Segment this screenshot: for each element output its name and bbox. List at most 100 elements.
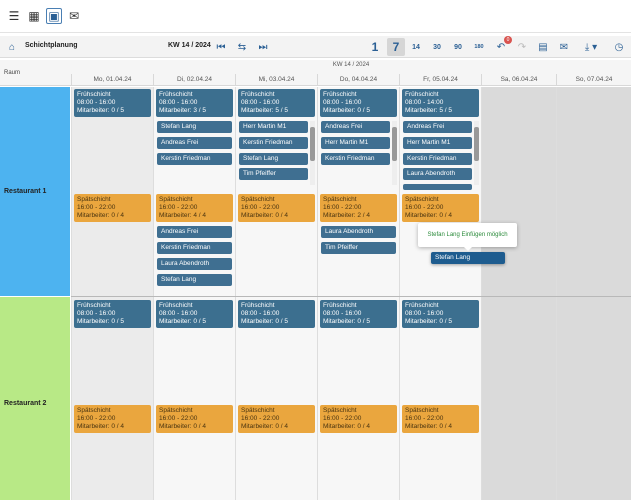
day-header: So, 07.04.24 [556,74,631,86]
day-header: Mo, 01.04.24 [71,74,153,86]
employee-chip[interactable]: Herr Martin M1 [403,137,472,149]
calendar-week-icon[interactable]: ▣ [46,8,62,24]
employee-chip[interactable]: Stefan Lang [239,153,308,165]
shift-title: Spätschicht [241,196,275,203]
employee-chip[interactable]: Kerstin Friedman [157,242,232,254]
calendar-grid-icon[interactable]: ▦ [28,9,40,23]
late-shift-card[interactable]: Spätschicht 16:00 - 22:00 Mitarbeiter: 2… [320,194,397,222]
shift-time: 16:00 - 22:00 [323,415,362,422]
shift-title: Frühschicht [405,91,439,98]
shift-time: 16:00 - 22:00 [77,415,116,422]
shift-time: 16:00 - 22:00 [405,415,444,422]
home-icon[interactable]: ⌂ [8,41,16,53]
employee-chip[interactable]: Laura Abendroth [321,226,396,238]
shift-title: Spätschicht [323,196,357,203]
employee-chip[interactable]: Kerstin Friedman [239,137,308,149]
late-shift-card[interactable]: Spätschicht 16:00 - 22:00 Mitarbeiter: 0… [238,405,315,433]
mail-icon[interactable]: ✉ [68,9,80,23]
late-shift-card[interactable]: Spätschicht 16:00 - 22:00 Mitarbeiter: 0… [74,194,151,222]
mail-send-icon[interactable]: ✉ [559,41,569,53]
employee-chip[interactable]: Andreas Frei [403,121,472,133]
employee-chip[interactable]: Andreas Frei [321,121,390,133]
zoom-180-button[interactable]: 180 [474,44,484,50]
employee-chip[interactable]: Tim Pfeiffer [239,168,308,180]
redo-icon[interactable]: ↷ [517,41,527,53]
scrollbar[interactable] [474,121,479,185]
shift-staff-count: Mitarbeiter: 0 / 4 [241,423,288,430]
scrollbar[interactable] [310,121,315,185]
shift-title: Spätschicht [405,407,439,414]
last-week-icon[interactable]: ⏭ [258,41,268,53]
employee-chip[interactable]: Kerstin Friedman [403,153,472,165]
room-column-header: Raum [4,70,21,76]
employee-chip[interactable]: Herr Martin M1 [321,137,390,149]
shift-time: 16:00 - 22:00 [323,204,362,211]
dragged-employee-chip[interactable]: Stefan Lang [431,252,505,264]
early-shift-card[interactable]: Frühschicht 08:00 - 16:00 Mitarbeiter: 5… [238,89,315,117]
first-week-icon[interactable]: ⏮ [216,41,226,53]
shift-staff-count: Mitarbeiter: 0 / 4 [405,423,452,430]
pdf-export-icon[interactable]: ⤓ ▾ [584,41,598,53]
early-shift-card[interactable]: Frühschicht 08:00 - 16:00 Mitarbeiter: 0… [402,300,479,328]
save-icon[interactable]: ▤ [538,41,548,53]
employee-chip[interactable]: Stefan Lang [157,121,232,133]
employee-chip[interactable]: Herr Martin M1 [239,121,308,133]
employee-chip[interactable]: Kerstin Friedman [321,153,390,165]
late-shift-card[interactable]: Spätschicht 16:00 - 22:00 Mitarbeiter: 0… [402,405,479,433]
menu-icon[interactable]: ☰ [8,9,20,23]
employee-chip[interactable]: Stefan Lang [157,274,232,286]
shift-staff-count: Mitarbeiter: 5 / 5 [241,107,288,114]
employee-chip[interactable]: Kerstin Friedman [157,153,232,165]
early-shift-card[interactable]: Frühschicht 08:00 - 16:00 Mitarbeiter: 0… [156,300,233,328]
shift-time: 08:00 - 16:00 [77,310,116,317]
late-shift-card[interactable]: Spätschicht 16:00 - 22:00 Mitarbeiter: 0… [238,194,315,222]
employee-chip[interactable]: Laura Abendroth [403,168,472,180]
shift-time: 16:00 - 22:00 [241,415,280,422]
week-header: KW 14 / 2024 [332,62,370,68]
shift-title: Spätschicht [159,196,193,203]
zoom-14-button[interactable]: 14 [412,43,420,51]
shift-time: 08:00 - 14:00 [405,99,444,106]
early-shift-card[interactable]: Frühschicht 08:00 - 16:00 Mitarbeiter: 0… [74,300,151,328]
shift-staff-count: Mitarbeiter: 0 / 4 [159,423,206,430]
shift-staff-count: Mitarbeiter: 0 / 4 [241,212,288,219]
day-header: Do, 04.04.24 [317,74,399,86]
early-shift-card[interactable]: Frühschicht 08:00 - 16:00 Mitarbeiter: 3… [156,89,233,117]
employee-chip[interactable]: Andreas Frei [157,226,232,238]
early-shift-card[interactable]: Frühschicht 08:00 - 16:00 Mitarbeiter: 0… [238,300,315,328]
day-cell-sun [556,87,631,500]
shift-time: 08:00 - 16:00 [241,310,280,317]
employee-chip-partial[interactable] [403,184,472,190]
zoom-1-button[interactable]: 1 [371,40,379,54]
shift-time: 08:00 - 16:00 [241,99,280,106]
zoom-30-button[interactable]: 30 [433,43,441,51]
early-shift-card[interactable]: Frühschicht 08:00 - 16:00 Mitarbeiter: 0… [320,300,397,328]
shift-title: Spätschicht [405,196,439,203]
employee-chip[interactable]: Laura Abendroth [157,258,232,270]
shift-title: Frühschicht [405,302,439,309]
shift-staff-count: Mitarbeiter: 0 / 5 [77,318,124,325]
current-week-icon[interactable]: ⇆ [237,41,247,53]
employee-chip[interactable]: Tim Pfeiffer [321,242,396,254]
early-shift-card[interactable]: Frühschicht 08:00 - 14:00 Mitarbeiter: 5… [402,89,479,117]
late-shift-card[interactable]: Spätschicht 16:00 - 22:00 Mitarbeiter: 0… [156,405,233,433]
employee-chip[interactable]: Andreas Frei [157,137,232,149]
history-icon[interactable]: ◷ [614,41,624,53]
scrollbar[interactable] [392,121,397,185]
late-shift-card[interactable]: Spätschicht 16:00 - 22:00 Mitarbeiter: 0… [402,194,479,222]
early-shift-card[interactable]: Frühschicht 08:00 - 16:00 Mitarbeiter: 0… [320,89,397,117]
shift-title: Spätschicht [77,196,111,203]
undo-icon[interactable]: ↶ [496,41,506,53]
early-shift-card[interactable]: Frühschicht 08:00 - 16:00 Mitarbeiter: 0… [74,89,151,117]
shift-title: Frühschicht [159,302,193,309]
late-shift-card[interactable]: Spätschicht 16:00 - 22:00 Mitarbeiter: 4… [156,194,233,222]
zoom-90-button[interactable]: 90 [454,43,462,51]
late-shift-card[interactable]: Spätschicht 16:00 - 22:00 Mitarbeiter: 0… [320,405,397,433]
shift-time: 08:00 - 16:00 [159,310,198,317]
day-cell-mon[interactable] [71,87,153,500]
zoom-7-button[interactable]: 7 [387,38,405,56]
shift-staff-count: Mitarbeiter: 0 / 4 [323,423,370,430]
shift-staff-count: Mitarbeiter: 0 / 5 [323,318,370,325]
late-shift-card[interactable]: Spätschicht 16:00 - 22:00 Mitarbeiter: 0… [74,405,151,433]
